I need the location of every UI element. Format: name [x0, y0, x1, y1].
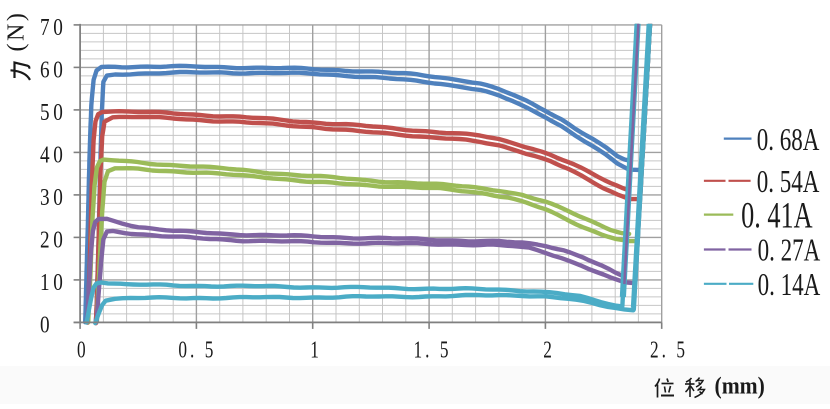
svg-text:1. 5: 1. 5	[414, 336, 452, 364]
svg-text:(mm): (mm)	[715, 372, 765, 398]
svg-text:10: 10	[40, 269, 66, 296]
svg-text:0: 0	[77, 336, 89, 364]
svg-text:2. 5: 2. 5	[650, 336, 688, 364]
svg-text:30: 30	[40, 184, 66, 211]
svg-text:0. 27A: 0. 27A	[758, 233, 821, 269]
svg-text:20: 20	[40, 226, 66, 253]
svg-text:2: 2	[543, 336, 555, 364]
svg-text:1: 1	[310, 336, 322, 364]
svg-text:0. 14A: 0. 14A	[758, 267, 821, 303]
svg-text:40: 40	[40, 141, 66, 168]
svg-text:0. 68A: 0. 68A	[757, 122, 820, 158]
svg-text:70: 70	[40, 14, 66, 41]
svg-text:0. 54A: 0. 54A	[757, 164, 820, 200]
svg-text:0. 41A: 0. 41A	[741, 195, 813, 235]
svg-text:60: 60	[40, 56, 66, 83]
svg-text:(N): (N)	[4, 11, 30, 52]
svg-text:50: 50	[40, 99, 66, 126]
svg-text:0. 5: 0. 5	[178, 336, 216, 364]
svg-text:0: 0	[40, 311, 53, 338]
